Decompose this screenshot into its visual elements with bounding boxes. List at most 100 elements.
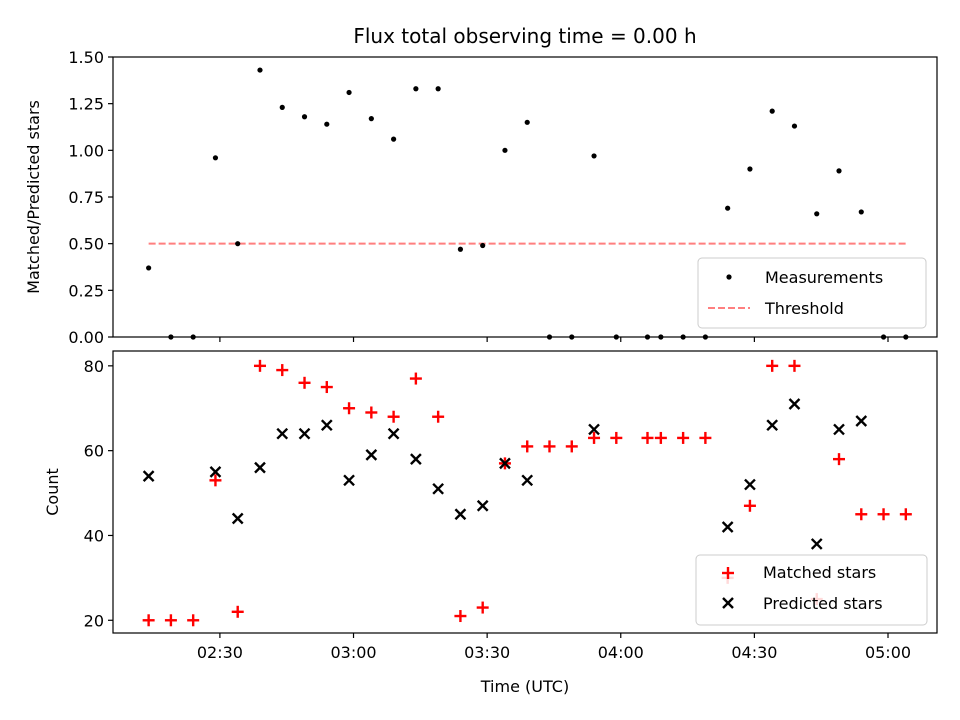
x-tick-label: 03:30 [464, 643, 510, 662]
x-tick-label: 04:30 [731, 643, 777, 662]
ratio-y-tick-label: 1.00 [68, 141, 104, 160]
measurement-point [702, 334, 708, 340]
predicted-star-x-b [521, 474, 534, 487]
x-tick-label: 02:30 [197, 643, 243, 662]
measurement-point [725, 205, 731, 211]
legend-label-predicted-stars: Predicted stars [763, 594, 883, 613]
matched-star-point [654, 431, 667, 444]
predicted-star-x-b [343, 474, 355, 487]
x-axis-label: Time (UTC) [480, 677, 569, 696]
predicted-star-x-b [855, 415, 868, 427]
predicted-star-x-b [788, 398, 801, 410]
measurement-point [480, 242, 486, 249]
ratio-y-tick-label: 0.50 [68, 235, 104, 254]
predicted-star-point [721, 521, 734, 533]
legend-marker-measurements [726, 274, 732, 280]
matched-star-point [387, 410, 400, 423]
legend-label-measurements: Measurements [765, 268, 883, 287]
predicted-star-point [788, 398, 801, 410]
count-y-tick-label: 60 [84, 442, 104, 461]
predicted-star-point [521, 474, 534, 487]
measurement-point [769, 108, 775, 114]
measurement-point [591, 153, 597, 159]
predicted-star-point [365, 449, 378, 461]
predicted-star-x-b [766, 419, 779, 432]
measurement-point [680, 334, 686, 340]
matched-star-point [899, 508, 912, 521]
predicted-star-x-b [744, 478, 756, 491]
legend-label-matched-stars: Matched stars [763, 563, 876, 582]
predicted-star-point [142, 470, 155, 482]
measurement-point [457, 246, 464, 252]
matched-star-point [833, 453, 846, 466]
ratio-y-tick-label: 0.00 [68, 328, 104, 347]
measurement-point [858, 209, 864, 215]
ratio-x-ticks [219, 337, 889, 342]
matched-star-point [877, 508, 890, 521]
measurement-point [346, 89, 352, 96]
predicted-star-x-b [209, 466, 222, 478]
count-y-axis: 20 40 60 80 [84, 357, 113, 630]
measurement-point [644, 334, 651, 340]
predicted-star-x-b [476, 499, 489, 512]
predicted-star-point [209, 466, 222, 478]
predicted-star-point [231, 512, 244, 525]
predicted-star-x-b [410, 453, 422, 465]
measurement-point [791, 123, 798, 129]
predicted-star-x-b [432, 482, 444, 495]
count-y-axis-label: Count [43, 468, 62, 516]
measurement-point [212, 155, 219, 161]
measurement-point [168, 334, 174, 340]
x-tick-label: 04:00 [598, 643, 644, 662]
predicted-star-point [766, 419, 779, 432]
measurement-point [814, 211, 820, 217]
predicted-star-x-b [499, 457, 511, 470]
matched-star-point [253, 359, 266, 372]
predicted-star-point [432, 482, 444, 495]
count-y-tick-label: 20 [84, 611, 104, 630]
matched-star-point [432, 410, 445, 423]
matched-star-point [699, 431, 712, 444]
ratio-y-tick-label: 0.25 [68, 281, 104, 300]
x-tick-label: 05:00 [865, 643, 911, 662]
matched-star-point [365, 406, 378, 419]
measurement-point [546, 334, 553, 340]
matched-star-point [521, 440, 534, 453]
matched-star-point [454, 610, 467, 623]
measurement-point [257, 67, 263, 73]
predicted-star-x-b [588, 423, 600, 436]
ratio-marks [146, 67, 909, 340]
legend-marker-matched-stars [722, 567, 734, 579]
measurement-point [747, 166, 753, 172]
matched-star-point [276, 364, 289, 377]
matched-star-point [855, 508, 868, 521]
matched-star-point [610, 431, 623, 444]
predicted-star-x-b [387, 427, 400, 440]
predicted-star-point [410, 453, 422, 465]
count-legend: Matched stars Predicted stars [695, 554, 928, 626]
predicted-star-point [387, 427, 400, 440]
predicted-star-x-b [810, 538, 823, 550]
predicted-star-point [343, 474, 355, 487]
predicted-star-point [454, 508, 467, 521]
predicted-star-point [320, 419, 333, 432]
measurement-point [435, 86, 441, 92]
measurement-point [569, 334, 575, 340]
matched-star-point [588, 431, 601, 444]
ratio-y-tick-label: 1.50 [68, 48, 104, 67]
predicted-star-x-b [454, 508, 467, 521]
count-plot-frame [112, 350, 938, 634]
measurement-point [413, 86, 419, 92]
measurement-point [391, 136, 397, 142]
matched-star-point [187, 614, 200, 627]
x-tick-label: 03:00 [330, 643, 376, 662]
matched-star-point [409, 372, 422, 385]
ratio-y-axis-label: Matched/Predicted stars [24, 100, 43, 294]
predicted-star-x-b [254, 461, 266, 474]
count-legend-box [695, 554, 928, 626]
matched-star-point [543, 440, 556, 453]
measurement-point [903, 334, 909, 340]
predicted-star-x-b [298, 427, 311, 440]
measurement-point [301, 114, 308, 120]
